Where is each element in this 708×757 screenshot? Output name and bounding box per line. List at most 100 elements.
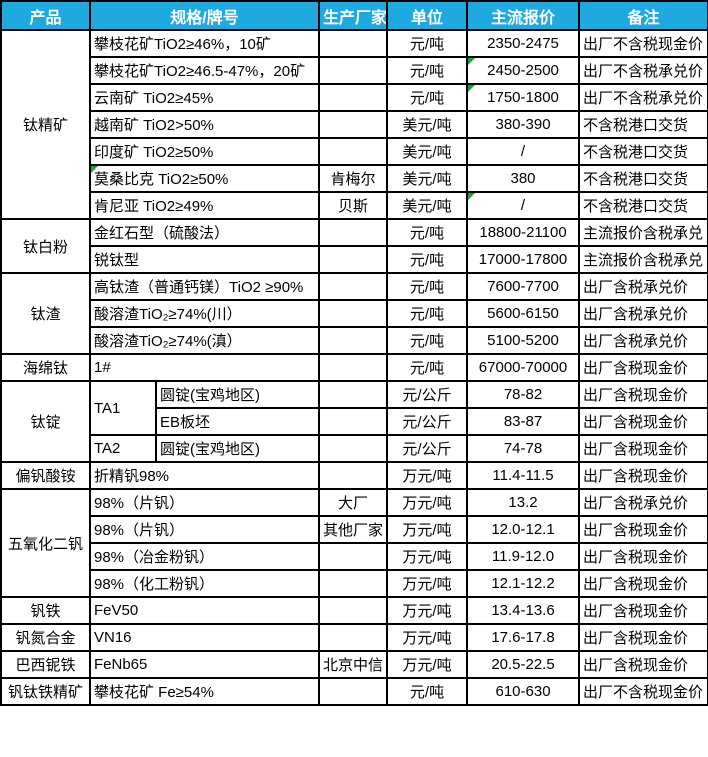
cell-product: 钛精矿: [0, 29, 91, 220]
cell-manufacturer: [318, 677, 389, 706]
cell-manufacturer: [318, 407, 389, 436]
cell-product: 钛白粉: [0, 218, 91, 274]
cell-note: 出厂不含税承兑价: [578, 83, 708, 112]
table-row: 莫桑比克 TiO2≥50% 肯梅尔 美元/吨 380 不含税港口交货: [1, 164, 708, 193]
cell-note: 出厂不含税承兑价: [578, 56, 708, 85]
cell-note: 出厂含税现金价: [578, 353, 708, 382]
cell-manufacturer: [318, 596, 389, 625]
cell-product: 巴西铌铁: [0, 650, 91, 679]
cell-product: 钛渣: [0, 272, 91, 355]
cell-price: 18800-21100: [466, 218, 581, 247]
table-row: 云南矿 TiO2≥45% 元/吨 1750-1800 出厂不含税承兑价: [1, 83, 708, 112]
cell-note: 出厂含税现金价: [578, 650, 708, 679]
cell-note: 出厂含税现金价: [578, 515, 708, 544]
cell-unit: 元/吨: [386, 272, 469, 301]
cell-unit: 万元/吨: [386, 488, 469, 517]
cell-price: 2350-2475: [466, 29, 581, 58]
cell-spec: VN16: [88, 623, 321, 652]
cell-spec: 越南矿 TiO2>50%: [88, 110, 321, 139]
cell-spec: 攀枝花矿TiO2≥46.5-47%，20矿: [88, 56, 321, 85]
cell-price: 12.1-12.2: [466, 569, 581, 598]
cell-note: 出厂不含税现金价: [578, 29, 708, 58]
spec-value: 莫桑比克 TiO2≥50%: [94, 171, 229, 188]
cell-spec: 攀枝花矿 Fe≥54%: [88, 677, 321, 706]
cell-manufacturer: [318, 137, 389, 166]
cell-unit: 元/吨: [386, 218, 469, 247]
cell-note: 不含税港口交货: [578, 191, 708, 220]
cell-note: 不含税港口交货: [578, 164, 708, 193]
cell-price: 380-390: [466, 110, 581, 139]
cell-product: 钒钛铁精矿: [0, 677, 91, 706]
comment-flag-icon: [469, 86, 476, 92]
cell-manufacturer: [318, 245, 389, 274]
table-row: 五氧化二钒 98%（片钒） 大厂 万元/吨 13.2 出厂含税承兑价: [0, 488, 708, 598]
cell-price: 78-82: [466, 380, 581, 409]
cell-spec: 98%（片钒）: [88, 515, 321, 544]
cell-manufacturer: [318, 569, 389, 598]
cell-manufacturer: 贝斯: [318, 191, 389, 220]
cell-note: 出厂含税现金价: [578, 542, 708, 571]
cell-price: 17.6-17.8: [466, 623, 581, 652]
cell-note: 出厂含税现金价: [578, 461, 708, 490]
cell-spec: 高钛渣（普通钙镁）TiO2 ≥90%: [88, 272, 321, 301]
cell-price: 17000-17800: [466, 245, 581, 274]
cell-unit: 元/吨: [386, 29, 469, 58]
cell-manufacturer: [318, 461, 389, 490]
cell-manufacturer: [318, 218, 389, 247]
cell-manufacturer: [318, 326, 389, 355]
table-row: 钒氮合金 VN16 万元/吨 17.6-17.8 出厂含税现金价: [0, 623, 708, 652]
table-row: 98%（化工粉钒） 万元/吨 12.1-12.2 出厂含税现金价: [1, 569, 708, 598]
cell-manufacturer: [318, 542, 389, 571]
cell-manufacturer: [318, 353, 389, 382]
cell-manufacturer: [318, 110, 389, 139]
cell-price: 13.4-13.6: [466, 596, 581, 625]
cell-unit: 美元/吨: [386, 110, 469, 139]
cell-spec: 酸溶渣TiO₂≥74%(滇）: [88, 326, 321, 355]
cell-manufacturer: 肯梅尔: [318, 164, 389, 193]
table-row: 巴西铌铁 FeNb65 北京中信 万元/吨 20.5-22.5 出厂含税现金价: [0, 650, 708, 679]
cell-product: 海绵钛: [0, 353, 91, 382]
table-row: 钛渣 高钛渣（普通钙镁）TiO2 ≥90% 元/吨 7600-7700 出厂含税…: [0, 272, 708, 355]
cell-spec-shape: 圆锭(宝鸡地区): [154, 434, 321, 463]
cell-spec-shape: 圆锭(宝鸡地区): [154, 380, 321, 409]
cell-note: 出厂不含税现金价: [578, 677, 708, 706]
cell-product: 五氧化二钒: [0, 488, 91, 598]
cell-manufacturer: [318, 29, 389, 58]
cell-price: 11.4-11.5: [466, 461, 581, 490]
cell-unit: 万元/吨: [386, 650, 469, 679]
cell-spec: 折精钒98%: [88, 461, 321, 490]
cell-unit: 万元/吨: [386, 542, 469, 571]
cell-spec: 印度矿 TiO2≥50%: [88, 137, 321, 166]
cell-price: 1750-1800: [466, 83, 581, 112]
cell-manufacturer: 大厂: [318, 488, 389, 517]
cell-note: 出厂含税现金价: [578, 596, 708, 625]
cell-price: 11.9-12.0: [466, 542, 581, 571]
col-header-product: 产品: [0, 0, 91, 31]
cell-manufacturer: [318, 56, 389, 85]
cell-spec: 攀枝花矿TiO2≥46%，10矿: [88, 29, 321, 58]
price-value: 1750-1800: [487, 89, 559, 106]
cell-manufacturer: [318, 434, 389, 463]
cell-manufacturer: 其他厂家: [318, 515, 389, 544]
table-row: 酸溶渣TiO₂≥74%(川） 元/吨 5600-6150 出厂含税承兑价: [1, 299, 708, 328]
cell-unit: 元/公斤: [386, 434, 469, 463]
table-row: 肯尼亚 TiO2≥49% 贝斯 美元/吨 / 不含税港口交货: [1, 191, 708, 220]
col-header-spec: 规格/牌号: [88, 0, 321, 31]
cell-unit: 元/吨: [386, 353, 469, 382]
cell-spec: 酸溶渣TiO₂≥74%(川）: [88, 299, 321, 328]
cell-note: 不含税港口交货: [578, 110, 708, 139]
table-row: 钛白粉 金红石型（硫酸法） 元/吨 18800-21100 主流报价含税承兑: [0, 218, 708, 274]
cell-manufacturer: [318, 623, 389, 652]
cell-price: 20.5-22.5: [466, 650, 581, 679]
cell-product: 钒铁: [0, 596, 91, 625]
table-row: TA2 圆锭(宝鸡地区) 元/公斤 74-78 出厂含税现金价: [1, 434, 708, 463]
cell-spec-shape: EB板坯: [154, 407, 321, 436]
cell-price: /: [466, 191, 581, 220]
header-row: 产品 规格/牌号 生产厂家 单位 主流报价 备注: [0, 0, 708, 31]
cell-price: 12.0-12.1: [466, 515, 581, 544]
cell-spec: 云南矿 TiO2≥45%: [88, 83, 321, 112]
cell-unit: 美元/吨: [386, 137, 469, 166]
cell-price: 2450-2500: [466, 56, 581, 85]
cell-note: 出厂含税现金价: [578, 380, 708, 409]
comment-flag-icon: [469, 59, 476, 65]
